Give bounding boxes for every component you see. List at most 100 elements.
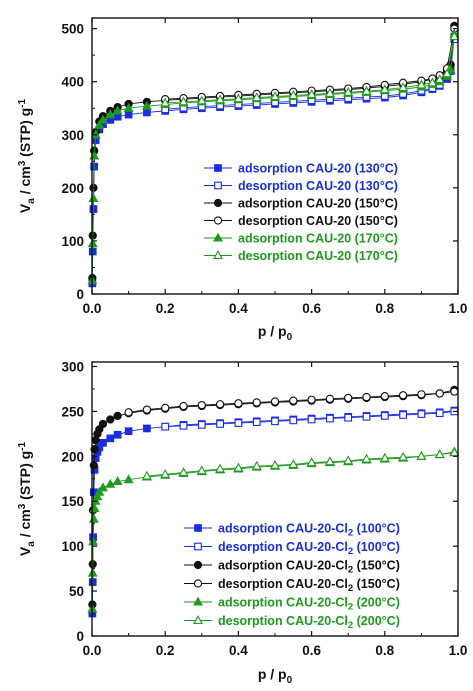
data-point	[113, 430, 122, 439]
data-point	[197, 421, 206, 429]
data-point	[90, 444, 99, 454]
legend-marker	[214, 164, 222, 172]
data-point	[399, 411, 407, 419]
data-point	[251, 460, 262, 470]
data-point	[344, 393, 353, 403]
x-tick-label: 0.2	[156, 643, 175, 658]
legend-label-name: adsorption CAU-20 (130°C)	[238, 162, 398, 176]
data-point	[306, 457, 317, 467]
data-point	[252, 418, 261, 427]
data-point	[324, 456, 335, 466]
data-point	[94, 119, 105, 129]
x-axis-title-main: p / p	[258, 323, 287, 339]
x-tick-label: 0.8	[375, 643, 394, 658]
data-point	[233, 93, 244, 103]
legend-label-sub: 2	[348, 565, 353, 576]
data-point	[234, 419, 243, 427]
data-point	[87, 567, 98, 577]
legend-label-name: desorption CAU-20-Cl	[218, 577, 348, 591]
data-point	[362, 392, 371, 402]
data-point	[380, 391, 389, 401]
data-point	[141, 470, 152, 480]
data-point	[325, 394, 335, 403]
legend-label-sub: 2	[348, 528, 353, 539]
data-point	[289, 416, 298, 425]
data-point	[123, 102, 134, 112]
legend-label: desorption CAU-20 (150°C)	[238, 214, 398, 228]
y-tick-label: 200	[61, 449, 84, 464]
y-tick-label: 100	[61, 234, 84, 249]
chart-panel-2: 0.0 0.2 0.4 0.6 0.8 1.0 0 50 100 150 200 250 300 p / …	[17, 359, 467, 686]
x-axis-title-sub: 0	[287, 675, 293, 686]
data-point	[160, 468, 171, 478]
legend-label-name: desorption CAU-20 (130°C)	[238, 179, 398, 193]
data-point	[288, 90, 299, 100]
data-point	[215, 400, 225, 409]
legend-label: desorption CAU-20-Cl2 (200°C)	[218, 614, 400, 631]
data-point	[88, 193, 99, 203]
x-tick-label: 0.4	[229, 643, 248, 658]
data-point	[143, 424, 151, 433]
data-point	[442, 68, 452, 78]
data-point	[124, 408, 133, 417]
data-point	[417, 390, 426, 399]
data-point	[106, 434, 115, 443]
x-tick-label: 0.0	[83, 643, 102, 658]
data-point	[398, 451, 409, 461]
data-point	[161, 422, 170, 431]
data-point	[326, 414, 334, 423]
data-point	[270, 397, 280, 406]
legend-label: desorption CAU-20 (170°C)	[238, 249, 398, 263]
data-point	[324, 88, 335, 97]
legend-marker	[214, 181, 222, 190]
data-point	[94, 486, 105, 496]
legend-label: desorption CAU-20 (130°C)	[238, 179, 398, 193]
series-1-4	[161, 24, 459, 104]
legend-marker	[194, 524, 202, 532]
data-point	[450, 387, 459, 396]
legend-label-sub: 2	[348, 583, 353, 594]
data-point	[307, 415, 316, 424]
data-point	[142, 405, 152, 414]
data-point	[435, 409, 444, 418]
data-point	[179, 421, 188, 430]
series-1-6	[160, 31, 460, 107]
data-point	[143, 108, 151, 117]
legend-marker	[213, 216, 223, 225]
data-point	[271, 417, 279, 426]
y-tick-label: 150	[61, 494, 84, 509]
data-point	[434, 449, 445, 459]
y-tick-label: 400	[61, 75, 84, 90]
data-point	[98, 419, 108, 429]
legend-marker	[193, 579, 203, 588]
y-title-part: a	[26, 198, 37, 204]
data-point	[196, 465, 207, 475]
legend-label-sub: 2	[348, 546, 353, 557]
x-tick-label: 0.4	[229, 301, 248, 316]
data-point	[434, 74, 445, 84]
legend-label-suffix: (200°C)	[353, 614, 400, 628]
data-point	[251, 92, 262, 102]
x-tick-label: 1.0	[449, 301, 468, 316]
y-title-part: (STP) g	[17, 451, 33, 504]
legend-label-suffix: (150°C)	[353, 559, 400, 573]
legend-label: adsorption CAU-20 (150°C)	[238, 197, 398, 211]
y-title-part: V	[17, 546, 33, 556]
legend-label-name: desorption CAU-20-Cl	[218, 614, 348, 628]
legend-label: adsorption CAU-20-Cl2 (200°C)	[218, 596, 400, 613]
legend-1: adsorption CAU-20 (130°C) desorption CAU-…	[204, 162, 398, 263]
data-point	[449, 31, 460, 41]
y-title-part: (STP) g	[17, 108, 33, 161]
legend-label: adsorption CAU-20 (170°C)	[238, 232, 398, 246]
y-tick-label: 0	[76, 629, 84, 644]
series-2-2	[161, 407, 459, 431]
series-1-5	[87, 28, 460, 285]
legend-2: adsorption CAU-20-Cl2 (100°C)desorption …	[184, 522, 400, 631]
data-point	[289, 396, 298, 405]
data-point	[445, 64, 456, 74]
data-point	[123, 474, 134, 484]
legend-label-name: adsorption CAU-20-Cl	[218, 596, 348, 610]
data-point	[124, 427, 133, 436]
